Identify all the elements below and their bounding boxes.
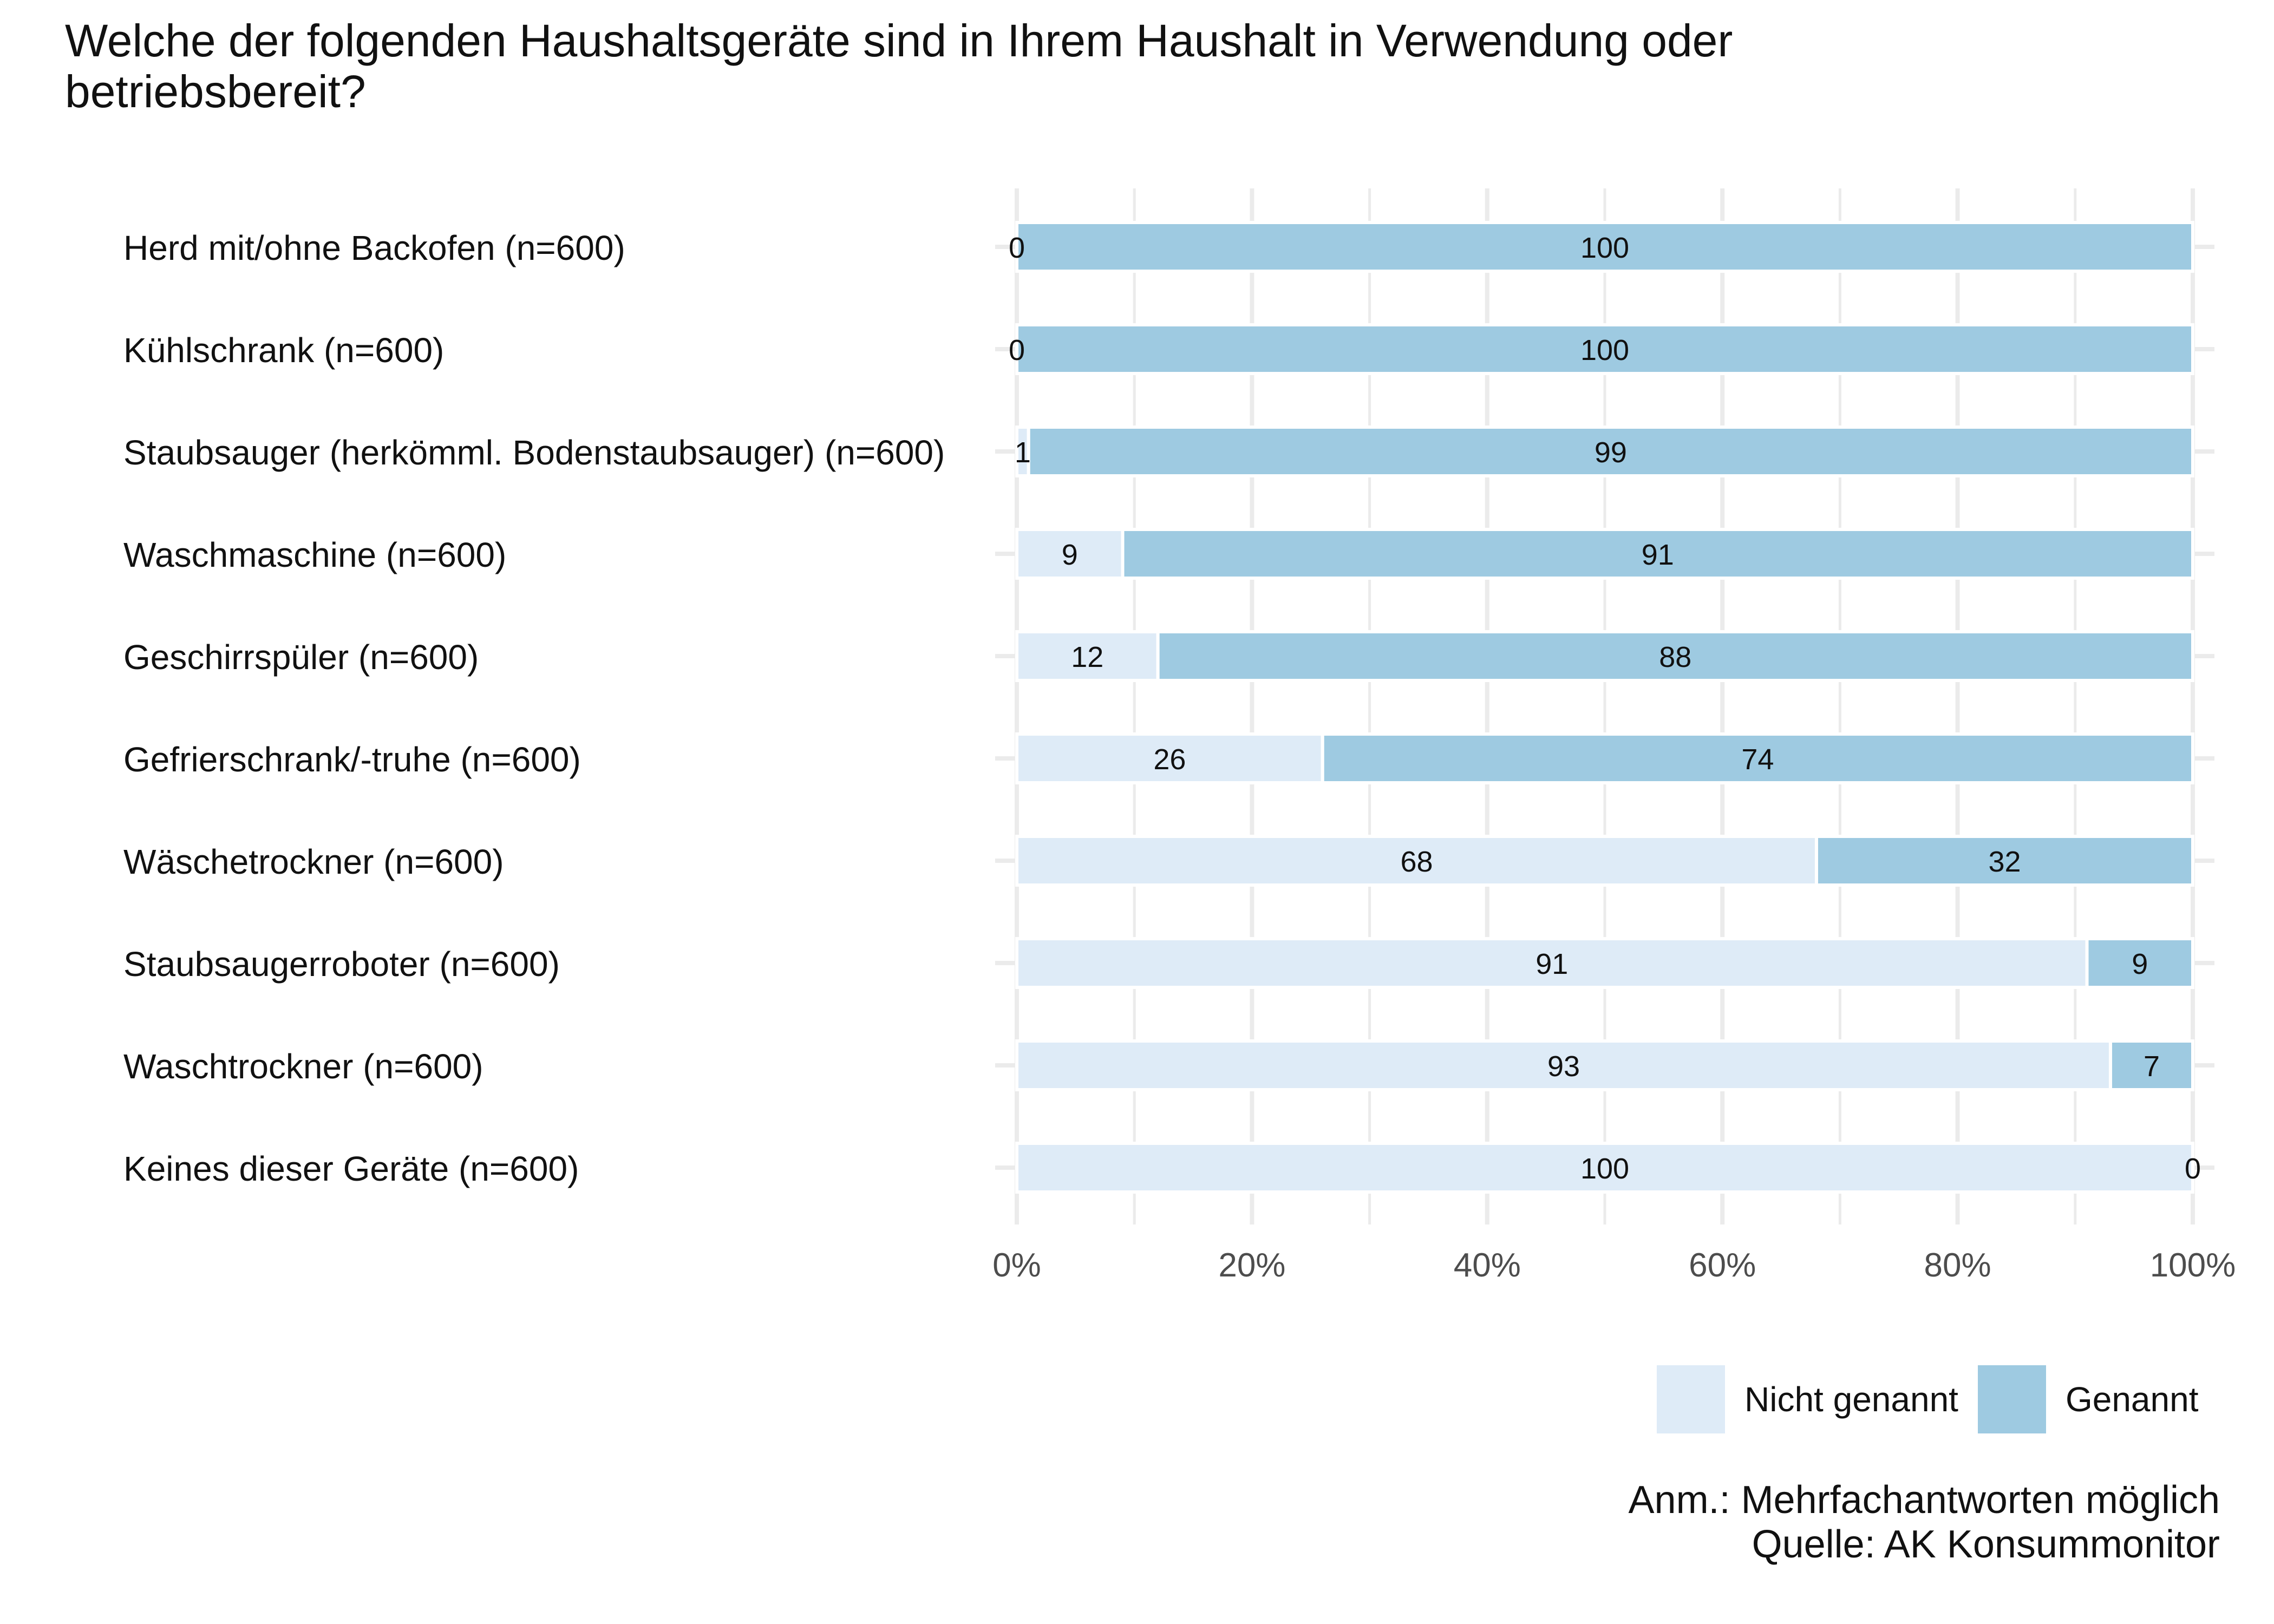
caption: Anm.: Mehrfachantworten möglich Quelle: …	[1629, 1478, 2220, 1567]
caption-note: Anm.: Mehrfachantworten möglich	[1628, 1478, 2220, 1522]
chart-title: Welche der folgenden Haushaltsgeräte sin…	[65, 15, 1733, 117]
data-label: 9	[1062, 539, 1078, 571]
x-axis-tick-labels: 0% 20% 40% 60% 80% 100%	[992, 1247, 2236, 1284]
data-label: 93	[1547, 1050, 1580, 1083]
category-label: Geschirrspüler (n=600)	[123, 638, 479, 677]
bar-genannt	[2108, 1039, 2194, 1091]
category-label: Staubsaugerroboter (n=600)	[123, 945, 560, 984]
caption-source: Quelle: AK Konsummonitor	[1752, 1523, 2220, 1566]
bar-nicht-genannt	[1015, 528, 1125, 580]
category-labels: Herd mit/ohne Backofen (n=600) Kühlschran…	[123, 228, 945, 1188]
data-label: 88	[1659, 641, 1691, 673]
category-label: Herd mit/ohne Backofen (n=600)	[123, 228, 625, 267]
bar-genannt	[1027, 425, 2194, 477]
x-tick-label: 40%	[1454, 1247, 1521, 1284]
category-label: Kühlschrank (n=600)	[123, 331, 444, 370]
x-tick-label: 0%	[992, 1247, 1041, 1284]
bar-genannt	[1121, 528, 2194, 580]
data-label: 0	[1009, 232, 1025, 264]
data-label: 68	[1400, 846, 1433, 878]
bar-genannt	[1156, 630, 2194, 682]
category-label: Waschmaschine (n=600)	[123, 535, 506, 574]
bar-nicht-genannt	[1015, 937, 2089, 989]
data-label: 7	[2144, 1050, 2160, 1083]
category-label: Staubsauger (herkömml. Bodenstaubsauger)…	[123, 433, 945, 472]
x-tick-label: 20%	[1218, 1247, 1285, 1284]
category-label: Keines dieser Geräte (n=600)	[123, 1149, 579, 1188]
category-label: Gefrierschrank/-truhe (n=600)	[123, 740, 581, 779]
data-label: 100	[1580, 1152, 1629, 1185]
legend-swatch-genannt	[1977, 1365, 2046, 1433]
x-tick-label: 80%	[1924, 1247, 1991, 1284]
data-label: 91	[1535, 948, 1568, 980]
data-label: 9	[2132, 948, 2148, 980]
data-label: 0	[1009, 334, 1025, 366]
data-label: 100	[1580, 334, 1629, 366]
legend-swatch-nicht-genannt	[1657, 1365, 1725, 1433]
bar-genannt	[1321, 732, 2194, 784]
bar-genannt	[1015, 221, 2194, 273]
bar-genannt	[2085, 937, 2195, 989]
data-label: 1	[1015, 436, 1031, 469]
data-label: 100	[1580, 232, 1629, 264]
category-label: Wäschetrockner (n=600)	[123, 842, 504, 881]
data-label: 12	[1071, 641, 1103, 673]
legend-label-genannt: Genannt	[2065, 1380, 2199, 1419]
x-tick-label: 60%	[1689, 1247, 1756, 1284]
legend-label-nicht-genannt: Nicht genannt	[1744, 1380, 1958, 1419]
category-label: Waschtrockner (n=600)	[123, 1047, 483, 1086]
data-label: 74	[1741, 743, 1774, 776]
legend: Nicht genannt Genannt	[1657, 1364, 2218, 1435]
data-label: 0	[2185, 1152, 2201, 1185]
bar-genannt	[1814, 835, 2194, 887]
bar-nicht-genannt	[1015, 1142, 2194, 1194]
data-label: 91	[1642, 539, 1674, 571]
bar-genannt	[1015, 323, 2194, 375]
bars	[1015, 221, 2195, 1194]
x-tick-label: 100%	[2150, 1247, 2236, 1284]
bar-nicht-genannt	[1015, 630, 1160, 682]
data-label: 26	[1153, 743, 1186, 776]
data-label: 32	[1988, 846, 2021, 878]
data-label: 99	[1595, 436, 1627, 469]
